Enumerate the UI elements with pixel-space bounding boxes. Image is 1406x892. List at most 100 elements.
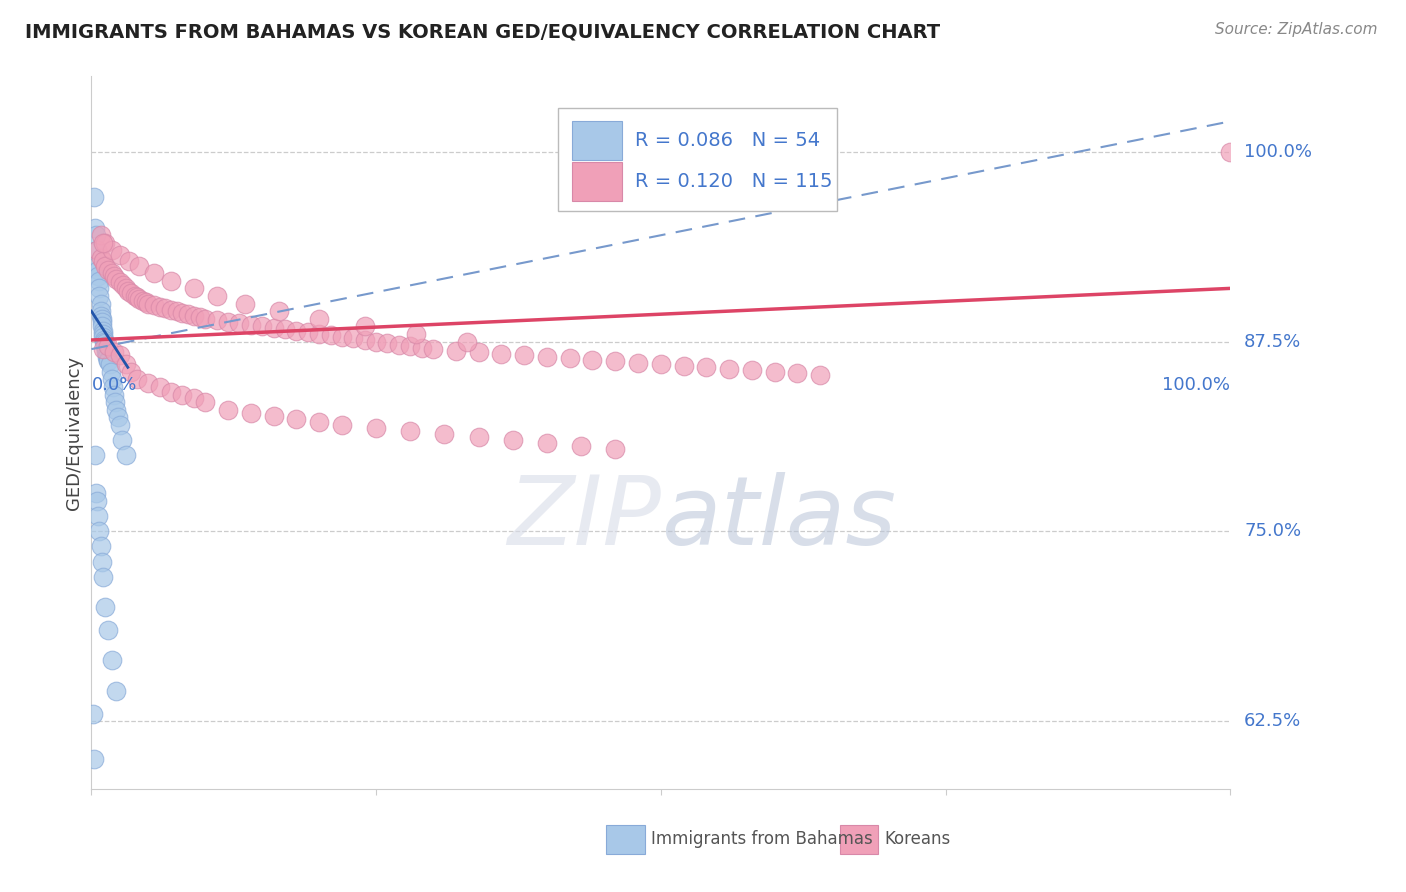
Point — [536, 436, 558, 450]
Point — [114, 281, 136, 295]
Point — [89, 251, 111, 265]
Point — [605, 354, 627, 368]
Text: atlas: atlas — [661, 472, 896, 565]
Point — [120, 365, 142, 379]
Point — [285, 324, 308, 338]
Point — [467, 345, 489, 359]
Point — [581, 352, 603, 367]
Point — [125, 291, 148, 305]
Point — [101, 380, 124, 394]
Point — [491, 346, 513, 360]
Point — [239, 406, 262, 420]
Point — [308, 415, 330, 429]
Y-axis label: GED/Equivalency: GED/Equivalency — [65, 356, 83, 509]
Point — [456, 334, 478, 349]
Point — [108, 348, 131, 362]
Point — [98, 357, 121, 371]
Point — [89, 309, 111, 323]
Point — [695, 360, 717, 375]
Text: Immigrants from Bahamas: Immigrants from Bahamas — [651, 830, 872, 848]
Point — [405, 326, 427, 341]
Point — [105, 683, 128, 698]
Point — [718, 362, 741, 376]
Point — [205, 289, 228, 303]
Point — [388, 337, 411, 351]
Point — [91, 324, 114, 338]
Point — [228, 316, 250, 330]
Point — [166, 304, 188, 318]
FancyBboxPatch shape — [839, 825, 879, 854]
Point — [433, 427, 456, 442]
Point — [94, 600, 117, 615]
Point — [467, 430, 489, 444]
Point — [96, 346, 118, 360]
Point — [128, 292, 150, 306]
Point — [105, 272, 128, 286]
Point — [411, 341, 433, 355]
Point — [103, 387, 125, 401]
Point — [672, 359, 695, 373]
Text: 0.0%: 0.0% — [91, 376, 136, 393]
Point — [128, 259, 150, 273]
Point — [177, 307, 200, 321]
Point — [274, 322, 297, 336]
Point — [93, 333, 115, 347]
Point — [94, 259, 117, 273]
Point — [90, 311, 112, 326]
Point — [101, 653, 124, 667]
Point — [97, 623, 120, 637]
Point — [86, 244, 108, 258]
Point — [108, 417, 131, 432]
Point — [107, 410, 129, 425]
Point — [120, 285, 142, 300]
Point — [91, 342, 114, 356]
Point — [263, 409, 285, 423]
Point — [319, 328, 342, 343]
Point — [205, 313, 228, 327]
Point — [342, 331, 364, 345]
Point — [89, 228, 111, 243]
Point — [83, 449, 105, 463]
Point — [263, 321, 285, 335]
Point — [285, 412, 308, 426]
Text: Source: ZipAtlas.com: Source: ZipAtlas.com — [1215, 22, 1378, 37]
Point — [138, 376, 160, 390]
Point — [239, 318, 262, 332]
Point — [87, 269, 110, 284]
Point — [89, 296, 111, 310]
Point — [89, 274, 111, 288]
Point — [250, 319, 273, 334]
Point — [131, 293, 153, 308]
FancyBboxPatch shape — [606, 825, 645, 854]
Point — [143, 298, 166, 312]
Point — [558, 351, 581, 366]
Point — [138, 296, 160, 310]
Point — [82, 706, 104, 721]
Point — [89, 540, 111, 554]
Point — [364, 421, 387, 435]
Text: 100.0%: 100.0% — [1244, 143, 1312, 161]
Point — [97, 354, 120, 368]
Text: ZIP: ZIP — [508, 472, 661, 565]
Point — [233, 296, 256, 310]
Point — [183, 391, 205, 405]
Point — [627, 356, 650, 370]
Point — [124, 289, 146, 303]
Point — [172, 306, 194, 320]
Point — [422, 342, 444, 356]
Point — [217, 315, 239, 329]
Point — [97, 339, 120, 353]
Point — [364, 334, 387, 349]
Point — [114, 357, 136, 371]
Point — [160, 384, 183, 399]
Point — [308, 311, 330, 326]
Point — [101, 372, 124, 386]
Point — [89, 281, 111, 295]
Point — [91, 326, 114, 341]
Point — [399, 339, 422, 353]
Point — [90, 315, 112, 329]
Text: 62.5%: 62.5% — [1244, 712, 1302, 730]
Point — [103, 269, 125, 284]
Point — [143, 266, 166, 280]
Point — [377, 336, 399, 351]
